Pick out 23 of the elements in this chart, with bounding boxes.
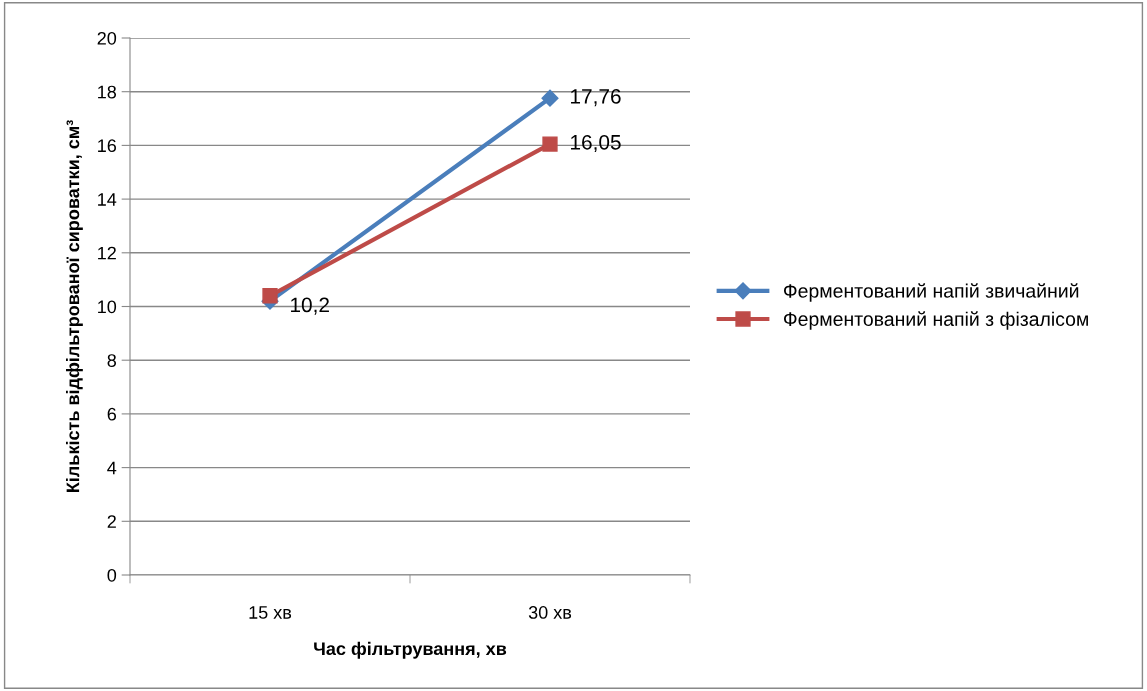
y-tick-label: 6 [107, 407, 117, 421]
legend-label: Ферментований напій з фізалісом [783, 311, 1088, 330]
point [542, 136, 558, 152]
y-tick-label: 10 [98, 300, 117, 314]
y-tick-label: 4 [107, 461, 117, 475]
y-tick-label: 12 [98, 246, 116, 260]
x-axis-title: Час фільтрування, хв [314, 641, 507, 659]
data-label: 16,05 [571, 134, 621, 153]
x-tick-label: 30 хв [528, 606, 572, 619]
x-tick-label: 15 хв [249, 606, 292, 619]
legend-label: Ферментований напій звичайний [783, 283, 1079, 302]
y-tick-label: 18 [98, 85, 117, 99]
point [541, 89, 559, 107]
y-tick-label: 20 [97, 31, 117, 45]
y-axis-title: Кількість відфільтрованої сироватки, см³ [66, 120, 83, 492]
data-label: 17,76 [571, 88, 621, 107]
y-tick-label: 16 [98, 139, 117, 153]
y-tick-label: 2 [107, 515, 116, 528]
y-tick-label: 8 [107, 354, 117, 367]
point [262, 288, 278, 304]
y-tick-label: 0 [107, 568, 117, 582]
data-label: 10,2 [291, 297, 329, 315]
y-tick-label: 14 [98, 193, 117, 206]
